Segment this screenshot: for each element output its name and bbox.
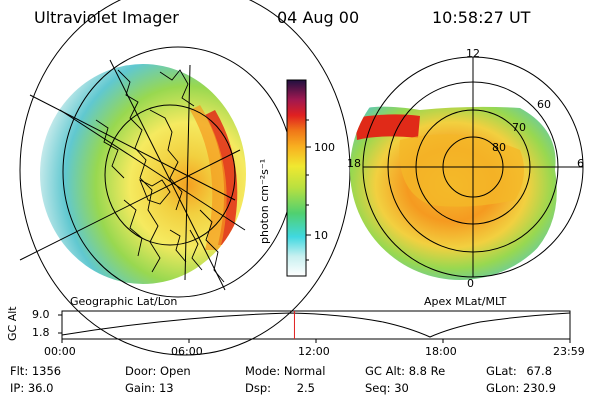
colorbar-tick-10: 10 — [314, 229, 328, 242]
geographic-map — [19, 0, 351, 356]
mlt-label-6: 6 — [577, 157, 584, 170]
coastlines — [95, 69, 225, 283]
colorbar-scale — [286, 79, 307, 277]
gain-value: 13 — [158, 381, 174, 395]
mlt-label-0: 0 — [467, 277, 474, 290]
time-tick-0000: 00:00 — [44, 345, 76, 358]
mlt-label-12: 12 — [466, 47, 480, 60]
time-tick-2359: 23:59 — [553, 345, 585, 358]
door-value: Open — [159, 364, 191, 378]
glon-info: GLon: 230.9 — [486, 381, 556, 395]
mode-info: Mode: Normal — [245, 364, 326, 378]
flight-info: Flt: 1356 — [10, 364, 62, 378]
mlat-label-70: 70 — [512, 121, 526, 134]
glat-info: GLat: 67.8 — [486, 364, 553, 378]
polar-grid — [362, 56, 584, 278]
auroral-arc-red — [205, 110, 238, 245]
altitude-plot-frame — [61, 310, 571, 340]
gc-alt-value: 8.8 Re — [408, 364, 446, 378]
auroral-hotspot-red — [355, 114, 420, 140]
door-info: Door: Open — [125, 364, 191, 378]
time-tick-1200: 12:00 — [298, 345, 330, 358]
flight-value: 1356 — [31, 364, 62, 378]
mode-value: Normal — [283, 364, 326, 378]
glat-value: 67.8 — [526, 364, 553, 378]
ip-value: 36.0 — [27, 381, 54, 395]
altitude-curve — [61, 312, 571, 338]
seq-info: Seq: 30 — [365, 381, 409, 395]
colorbar-unit-label: photon cm⁻²s⁻¹ — [258, 158, 271, 244]
ip-info: IP: 36.0 — [10, 381, 54, 395]
altitude-ytick-bottom: 1.8 — [32, 326, 50, 339]
mlat-label-80: 80 — [492, 141, 506, 154]
gain-info: Gain: 13 — [125, 381, 174, 395]
gc-alt-info: GC Alt: 8.8 Re — [365, 364, 446, 378]
altitude-ylabel: GC Alt — [6, 306, 19, 341]
time-tick-0600: 06:00 — [171, 345, 203, 358]
geographic-caption: Geographic Lat/Lon — [70, 295, 178, 308]
mlt-label-18: 18 — [347, 157, 361, 170]
colorbar — [286, 79, 311, 277]
altitude-plot — [58, 310, 571, 343]
time-tick-1800: 18:00 — [425, 345, 457, 358]
image-time: 10:58:27 UT — [432, 8, 531, 27]
mlat-label-60: 60 — [537, 98, 551, 111]
altitude-ytick-top: 9.0 — [32, 308, 50, 321]
image-date: 04 Aug 00 — [277, 8, 360, 27]
dsp-info: Dsp: 2.5 — [245, 381, 315, 395]
seq-value: 30 — [394, 381, 409, 395]
dsp-value: 2.5 — [296, 381, 315, 395]
magnetic-caption: Apex MLat/MLT — [424, 295, 507, 308]
magnetic-map — [350, 56, 584, 280]
glon-value: 230.9 — [522, 381, 556, 395]
colorbar-tick-100: 100 — [314, 141, 335, 154]
instrument-title: Ultraviolet Imager — [34, 8, 179, 27]
